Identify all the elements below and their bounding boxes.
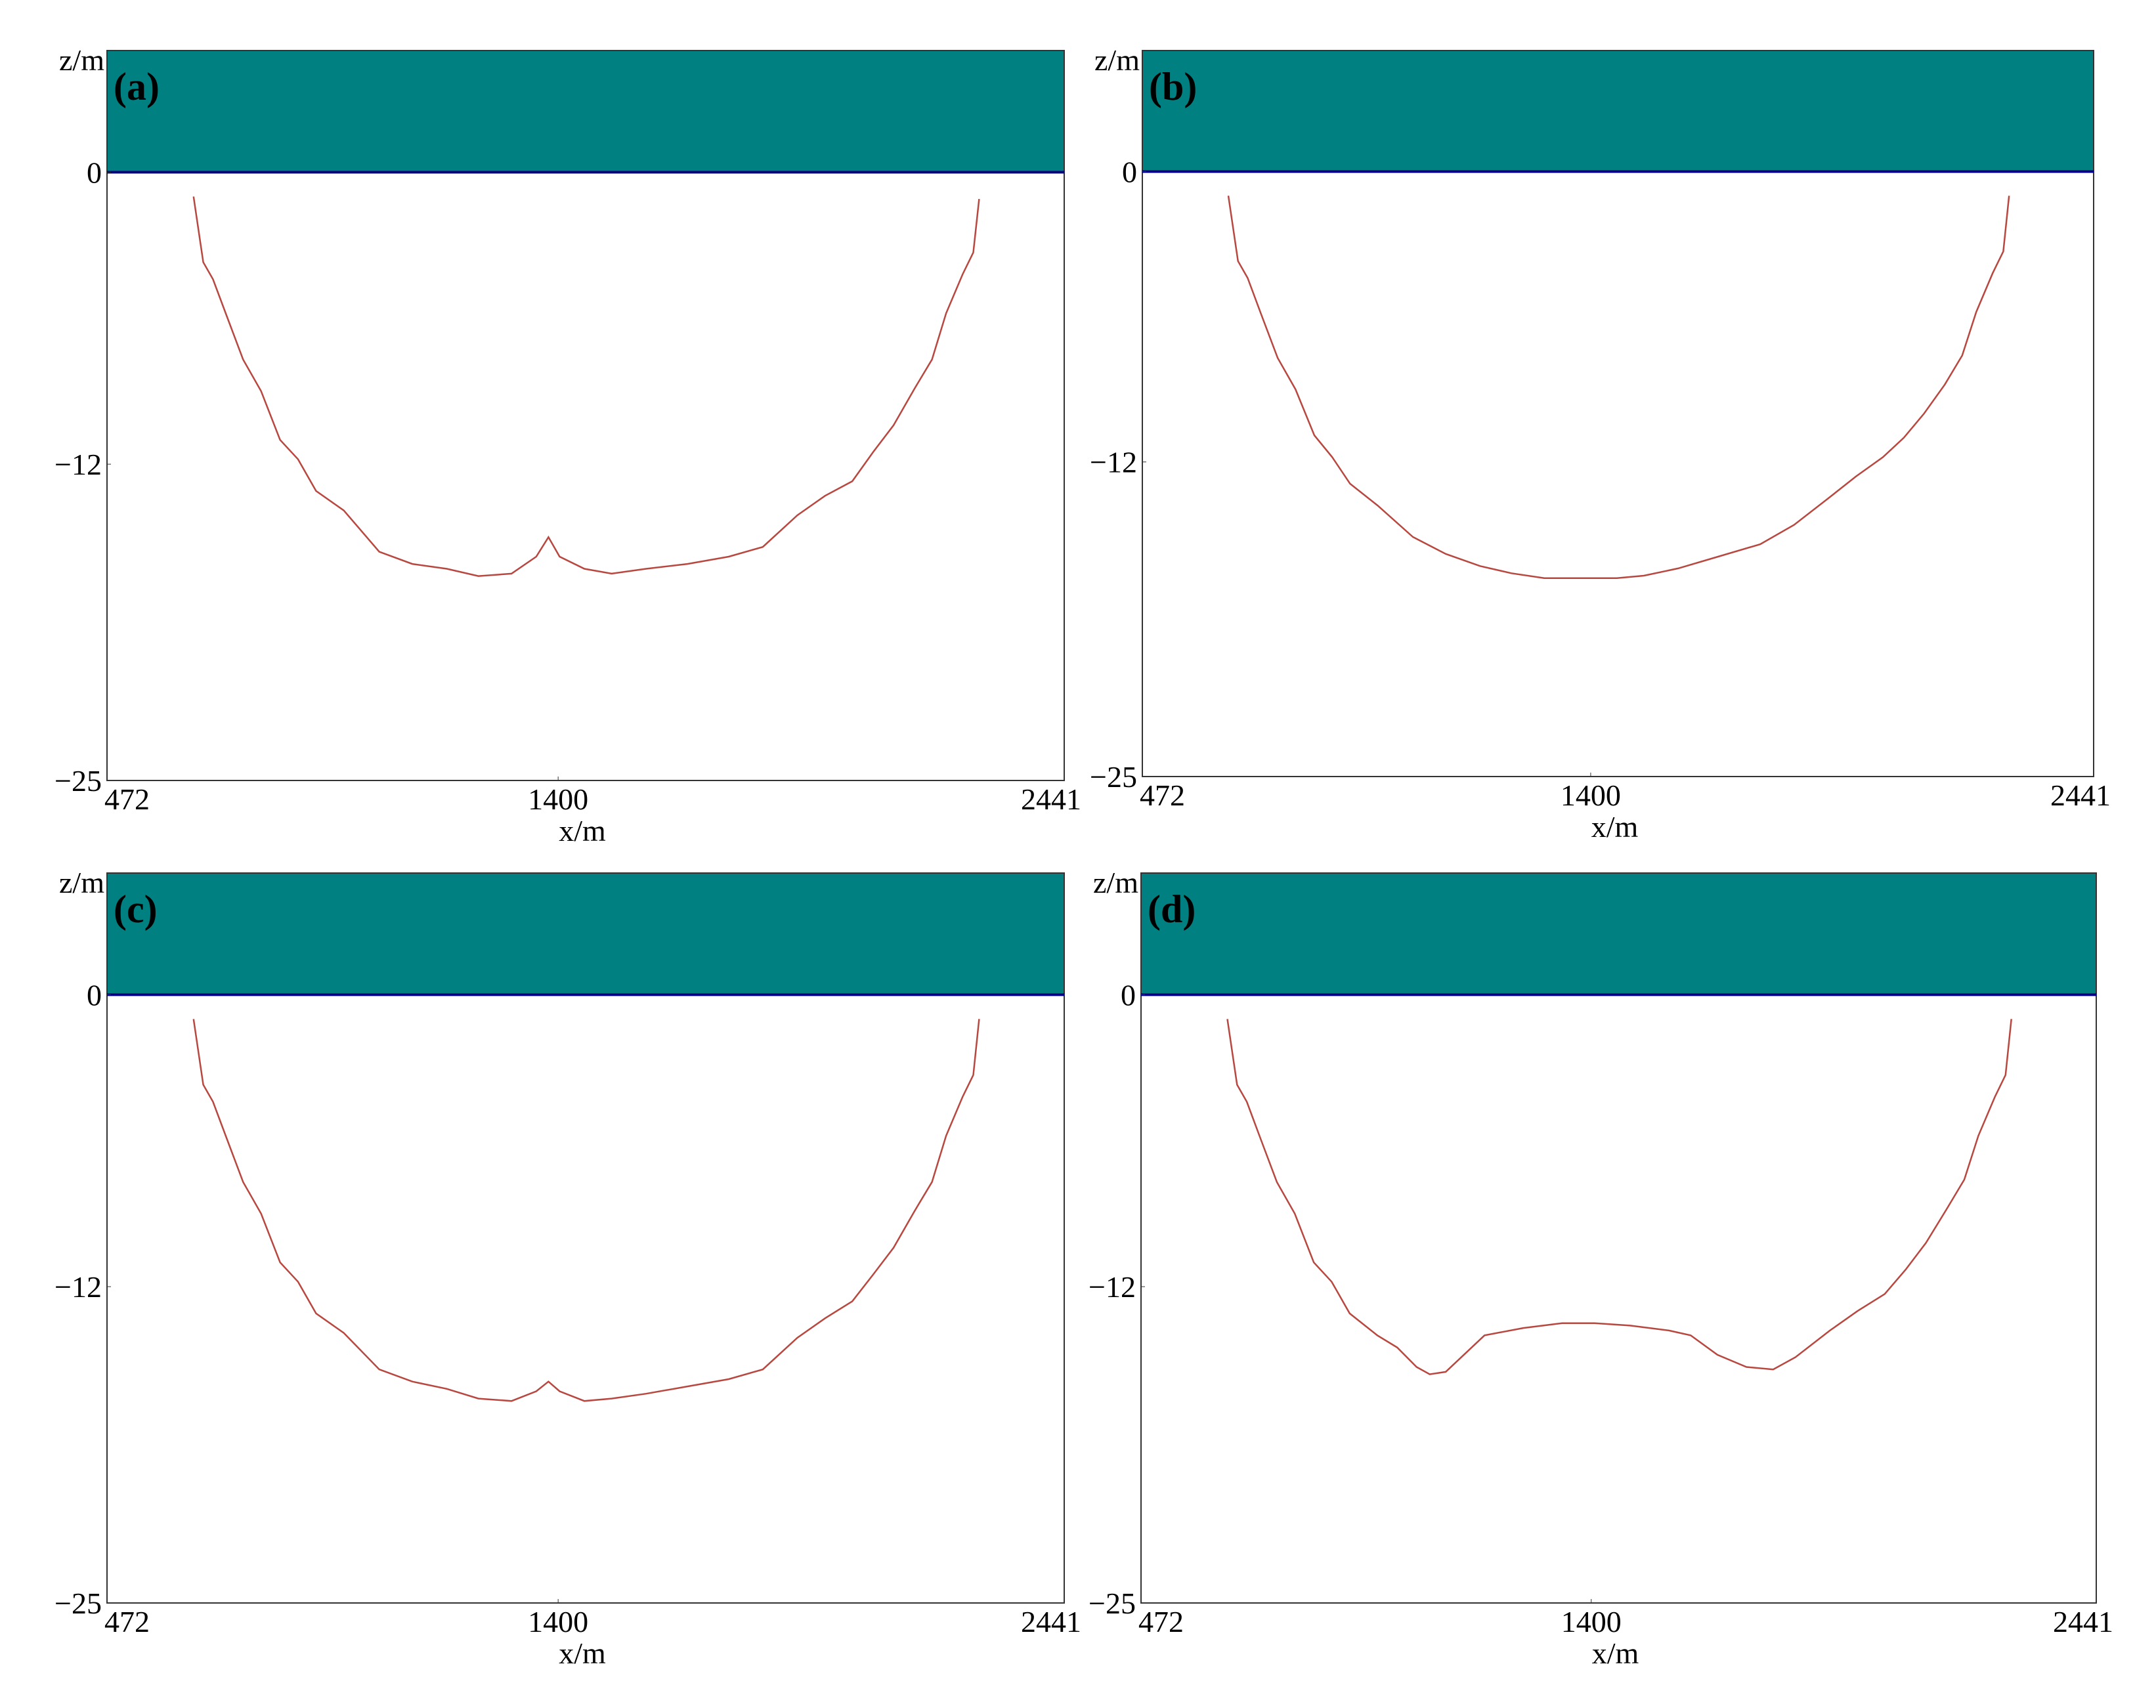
x-axis-label: x/m [1591,810,1639,843]
x-tick-label: 472 [1138,1605,1184,1638]
y-tick-label: −25 [1089,1587,1136,1620]
y-axis-label: z/m [1093,866,1138,899]
water [107,51,1064,173]
y-tick-label: 0 [1121,978,1136,1012]
y-tick-label: −25 [54,1587,102,1620]
plot-frame [106,50,1065,781]
y-tick-label: −12 [54,1270,102,1304]
x-tick-label: 472 [1140,779,1185,812]
x-tick-label: 1400 [1561,1605,1622,1638]
y-tick-label: 0 [1122,155,1137,188]
water [1142,51,2094,172]
plot-frame [106,872,1065,1604]
x-tick-label: 2441 [1021,1605,1081,1638]
y-tick-label: −25 [1090,760,1137,794]
x-tick-label: 1400 [528,1605,588,1638]
plot-frame [1140,872,2097,1604]
plot-frame [1142,50,2094,777]
y-tick-label: −12 [54,448,102,481]
y-tick-label: −25 [54,764,102,798]
x-tick-label: 2441 [2053,1605,2113,1638]
water [1141,873,2096,995]
x-tick-label: 2441 [2050,779,2111,812]
x-tick-label: 472 [104,1605,150,1638]
depth-line [192,1019,980,1402]
panel-label: (c) [114,887,158,931]
y-tick-label: −12 [1090,446,1137,479]
y-axis-label: z/m [1094,43,1140,77]
x-tick-label: 472 [104,782,150,816]
x-tick-label: 1400 [528,782,588,816]
depth-line [1227,196,2010,579]
y-axis-label: z/m [59,43,104,77]
depth-line [1226,1019,2012,1375]
y-tick-label: 0 [87,978,102,1012]
water [107,873,1064,995]
y-tick-label: 0 [87,156,102,189]
panel-label: (b) [1149,65,1197,108]
x-axis-label: x/m [559,814,606,847]
y-axis-label: z/m [59,866,104,899]
x-tick-label: 1400 [1561,779,1621,812]
depth-line [192,196,980,577]
panel-label: (d) [1148,887,1196,931]
y-tick-label: −12 [1089,1270,1136,1304]
x-tick-label: 2441 [1021,782,1081,816]
panel-label: (a) [114,65,160,108]
x-axis-label: x/m [559,1636,606,1670]
x-axis-label: x/m [1592,1636,1639,1670]
